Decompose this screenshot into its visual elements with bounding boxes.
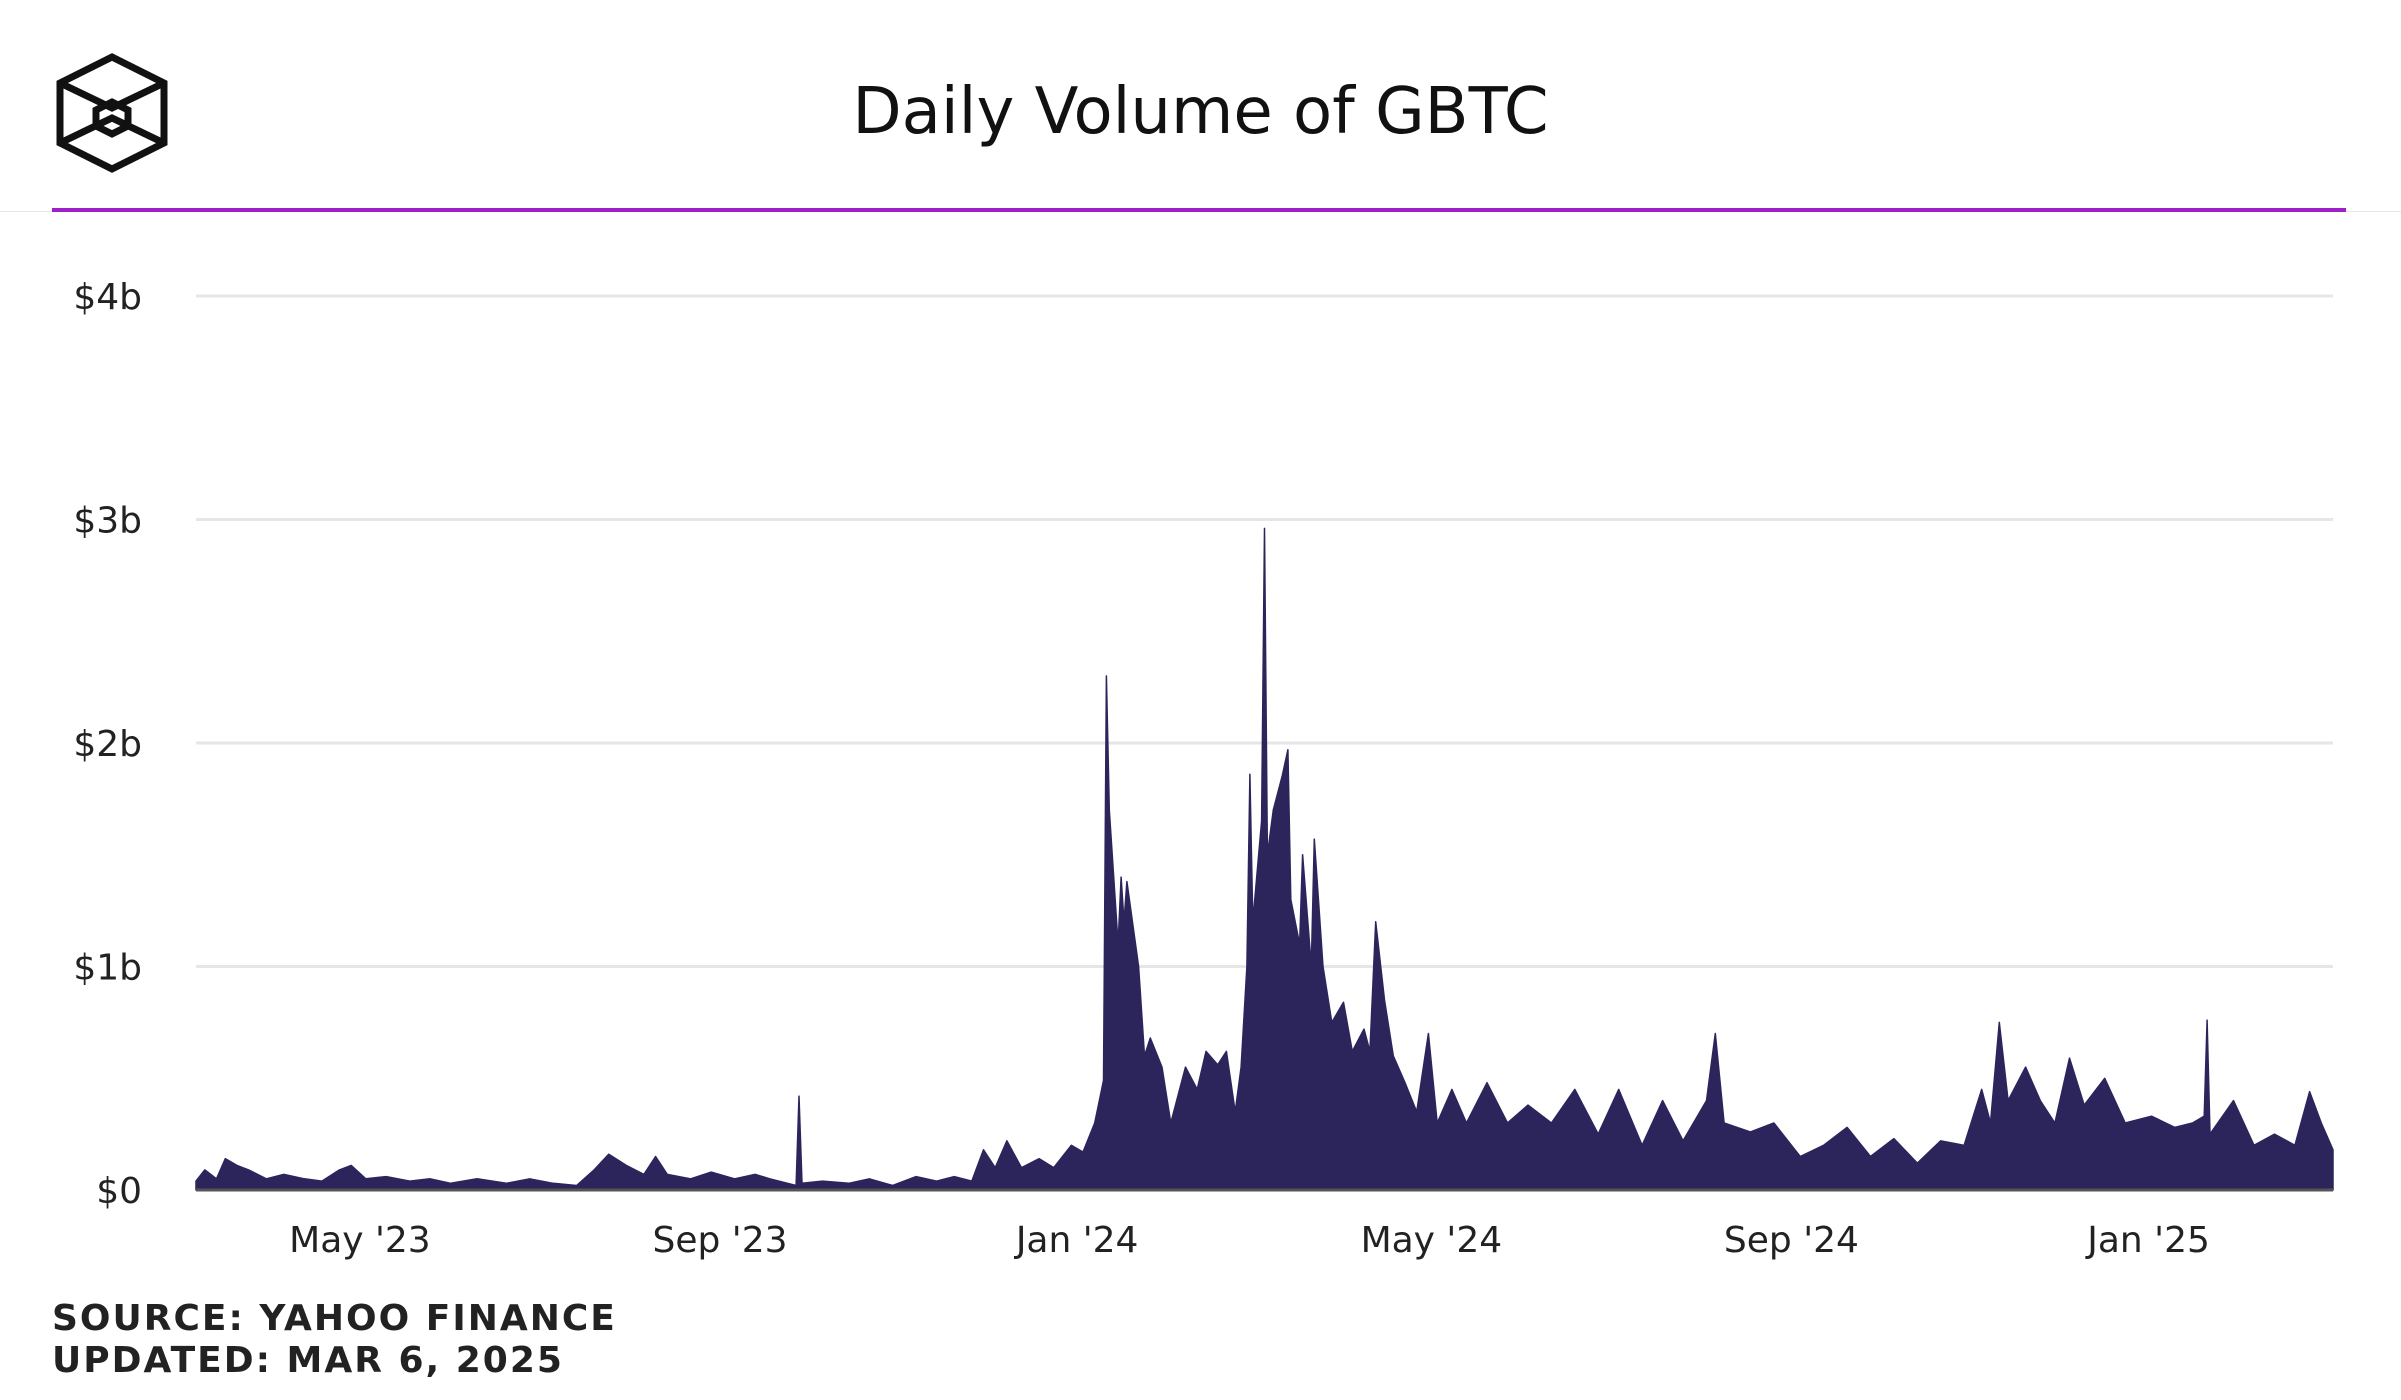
y-axis-ticks: $0 $1b $2b $3b $4b <box>73 277 142 1212</box>
title-accent-line <box>52 208 2346 212</box>
y-tick-label: $0 <box>96 1171 142 1212</box>
x-tick-label: Jan '25 <box>2085 1220 2210 1261</box>
chart-title: Daily Volume of GBTC <box>852 75 1549 149</box>
y-tick-label: $4b <box>73 277 142 318</box>
x-tick-label: Sep '23 <box>653 1220 788 1261</box>
y-tick-label: $2b <box>73 724 142 765</box>
cube-logo-icon <box>56 53 168 173</box>
volume-series <box>195 527 2334 1192</box>
x-tick-label: Jan '24 <box>1014 1220 1139 1261</box>
x-tick-label: May '24 <box>1361 1220 1503 1261</box>
volume-area <box>195 527 2334 1191</box>
y-tick-label: $1b <box>73 948 142 989</box>
updated-label: UPDATED: MAR 6, 2025 <box>52 1340 564 1381</box>
volume-chart: $0$1b$2b$3b$4b May '23 Sep '23 Jan '24 May … <box>73 277 2334 1261</box>
y-tick-label: $3b <box>73 501 142 542</box>
x-tick-label: Sep '24 <box>1724 1220 1859 1261</box>
x-axis-ticks: May '23 Sep '23 Jan '24 May '24 Sep '24 Jan '… <box>289 1220 2210 1261</box>
source-label: SOURCE: YAHOO FINANCE <box>52 1298 617 1339</box>
x-tick-label: May '23 <box>289 1220 431 1261</box>
